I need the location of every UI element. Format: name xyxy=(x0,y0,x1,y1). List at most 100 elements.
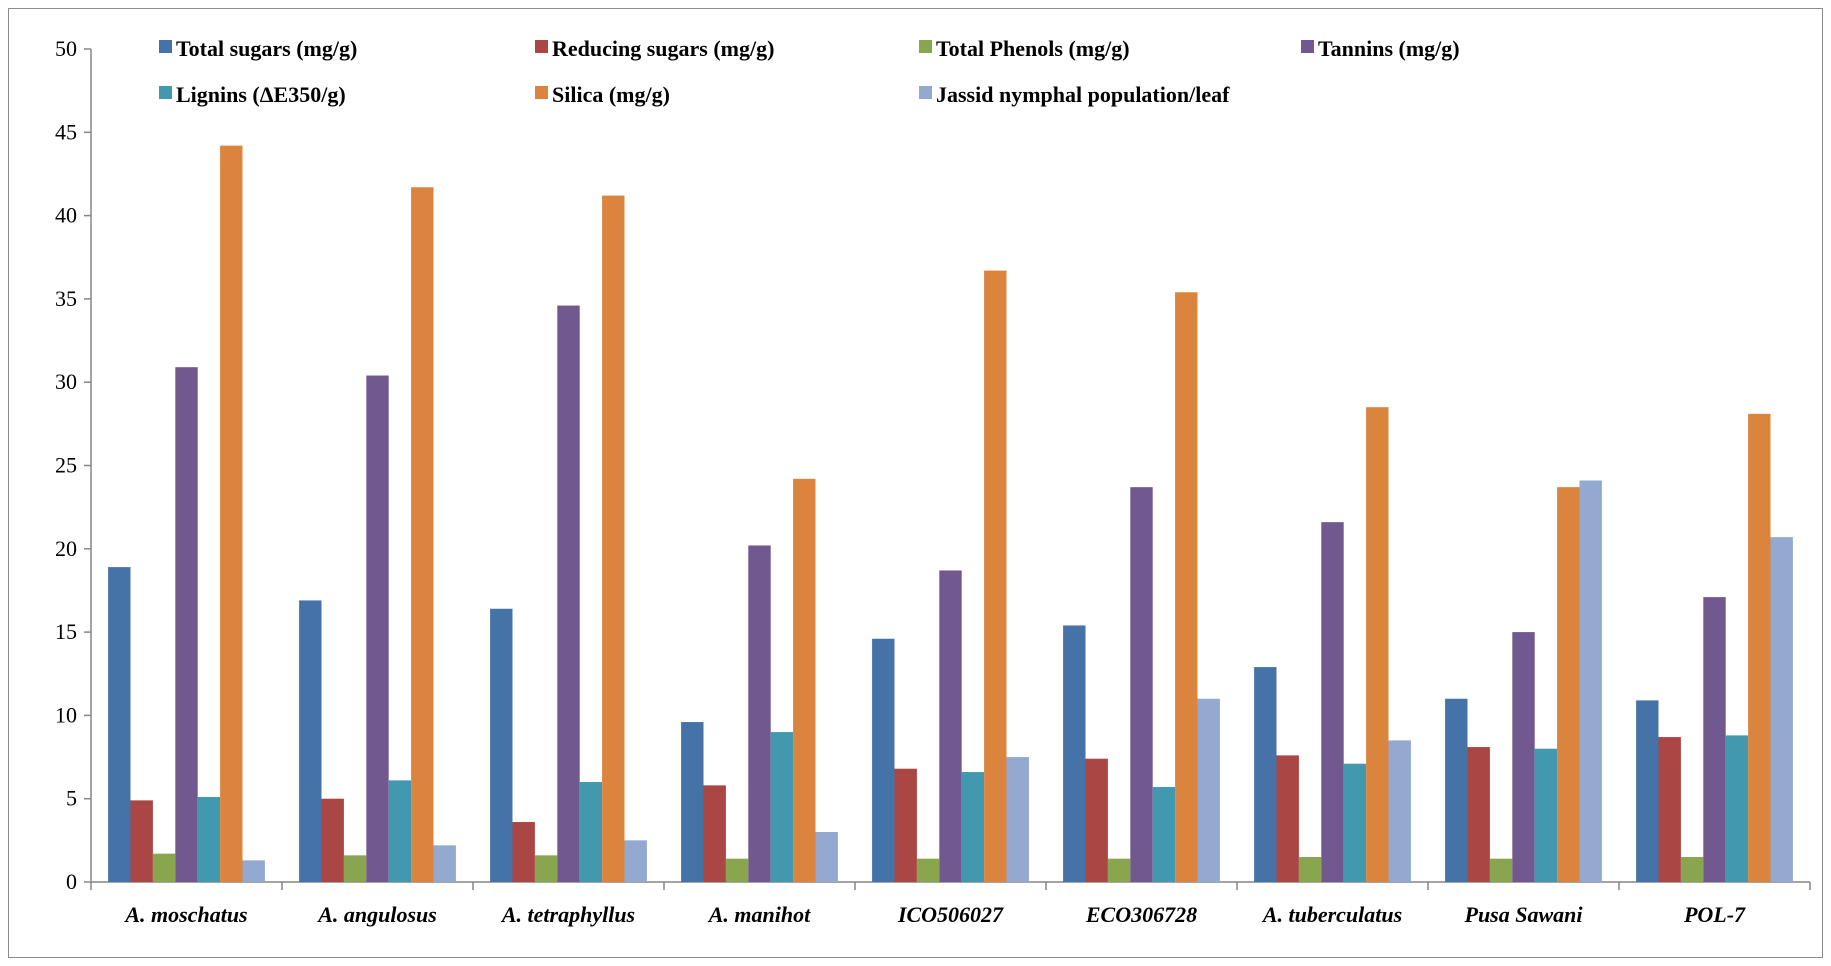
y-tick-label: 15 xyxy=(55,619,77,644)
y-tick-label: 45 xyxy=(55,119,77,144)
legend-label: Total sugars (mg/g) xyxy=(176,36,357,61)
bar xyxy=(512,822,535,882)
bars xyxy=(108,145,1793,883)
bar xyxy=(1770,537,1793,882)
bar xyxy=(1321,522,1344,882)
x-tick-label: A. moschatus xyxy=(123,902,247,927)
x-tick-label: Pusa Sawani xyxy=(1464,902,1584,927)
x-tick-label: POL-7 xyxy=(1683,902,1746,927)
bar xyxy=(681,722,704,882)
bar xyxy=(1512,632,1535,882)
bar xyxy=(1107,858,1131,882)
bar xyxy=(1152,787,1176,882)
bar xyxy=(1579,480,1602,882)
bar xyxy=(152,853,176,882)
bar xyxy=(1467,747,1490,882)
y-tick-label: 20 xyxy=(55,536,77,561)
bar xyxy=(725,858,749,882)
bar xyxy=(815,832,838,882)
bar xyxy=(1557,487,1580,882)
legend-swatch xyxy=(919,40,932,53)
y-tick-label: 40 xyxy=(55,203,77,228)
bar xyxy=(1276,755,1299,882)
legend-label: Lignins (ΔE350/g) xyxy=(176,82,346,107)
bar xyxy=(1298,857,1322,882)
y-tick-label: 10 xyxy=(55,702,77,727)
chart-frame xyxy=(8,8,1823,958)
bar xyxy=(1130,487,1153,882)
bar xyxy=(579,782,603,882)
x-tick-label: ICO506027 xyxy=(897,902,1004,927)
legend-swatch xyxy=(1301,40,1314,53)
bar xyxy=(1006,757,1029,882)
bar xyxy=(321,798,344,882)
bar xyxy=(1175,292,1198,883)
x-tick-label: A. tetraphyllus xyxy=(500,902,635,927)
legend-label: Total Phenols (mg/g) xyxy=(936,36,1130,61)
bar xyxy=(1254,667,1277,882)
bar xyxy=(1445,698,1468,882)
bar xyxy=(894,768,917,882)
bar xyxy=(1636,700,1659,882)
legend: Total sugars (mg/g) Reducing sugars (mg/g… xyxy=(159,36,1460,107)
x-tick-label: A. angulosus xyxy=(316,902,437,927)
bar xyxy=(602,195,625,882)
bar xyxy=(108,567,131,882)
x-tick-label: A. tuberculatus xyxy=(1261,902,1402,927)
bar xyxy=(534,855,558,882)
bar xyxy=(220,145,243,883)
x-tick-label: ECO306728 xyxy=(1085,902,1197,927)
bar xyxy=(130,800,153,882)
bar xyxy=(961,772,985,882)
axes: 0 5 10 15 20 25 30 35 40 45 50 A. moschatus A. angul… xyxy=(55,36,1811,927)
bar xyxy=(1085,758,1108,882)
bar xyxy=(1703,597,1726,882)
bar xyxy=(1489,858,1513,882)
bar xyxy=(1197,698,1220,882)
bar xyxy=(1725,735,1749,882)
y-tick-label: 35 xyxy=(55,286,77,311)
bar xyxy=(1680,857,1704,882)
bar xyxy=(1748,413,1771,882)
bar xyxy=(197,797,221,882)
bar xyxy=(793,478,816,882)
legend-swatch xyxy=(159,40,172,53)
legend-label: Jassid nymphal population/leaf xyxy=(936,82,1230,107)
bar xyxy=(242,860,265,882)
bar xyxy=(1658,737,1681,882)
bar xyxy=(624,840,647,882)
bar xyxy=(1366,407,1389,882)
y-tick-label: 30 xyxy=(55,369,77,394)
bar xyxy=(366,375,389,882)
y-tick-label: 25 xyxy=(55,453,77,478)
legend-swatch xyxy=(159,86,172,99)
bar xyxy=(433,845,456,882)
bar xyxy=(872,638,895,882)
legend-label: Silica (mg/g) xyxy=(552,82,670,107)
bar xyxy=(748,545,771,882)
y-tick-label: 5 xyxy=(66,786,77,811)
y-tick-label: 0 xyxy=(66,869,77,894)
bar xyxy=(984,270,1007,882)
bar xyxy=(703,785,726,882)
bar xyxy=(1063,625,1086,882)
bar xyxy=(1343,763,1367,882)
legend-label: Tannins (mg/g) xyxy=(1318,36,1460,61)
bar xyxy=(388,780,412,882)
legend-swatch xyxy=(919,86,932,99)
bar xyxy=(299,600,322,882)
bar xyxy=(175,367,198,882)
legend-swatch xyxy=(535,40,548,53)
x-tick-label: A. manihot xyxy=(707,902,811,927)
bar xyxy=(939,570,962,882)
bar xyxy=(1534,748,1558,882)
bar xyxy=(916,858,940,882)
bar xyxy=(411,187,434,882)
bar xyxy=(490,608,513,882)
bar xyxy=(557,305,580,883)
y-tick-label: 50 xyxy=(55,36,77,61)
legend-label: Reducing sugars (mg/g) xyxy=(552,36,774,61)
legend-swatch xyxy=(535,86,548,99)
bar xyxy=(770,732,794,882)
